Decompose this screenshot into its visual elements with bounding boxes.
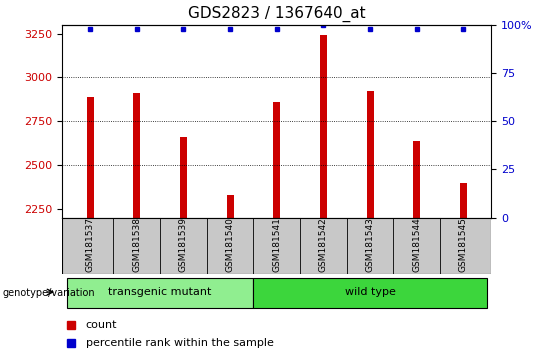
Title: GDS2823 / 1367640_at: GDS2823 / 1367640_at xyxy=(188,6,366,22)
Text: genotype/variation: genotype/variation xyxy=(3,288,96,298)
Text: GSM181544: GSM181544 xyxy=(412,217,421,272)
Text: percentile rank within the sample: percentile rank within the sample xyxy=(86,338,274,348)
Text: GSM181537: GSM181537 xyxy=(86,217,94,272)
Bar xyxy=(273,102,280,218)
Text: GSM181542: GSM181542 xyxy=(319,217,328,272)
Text: GSM181539: GSM181539 xyxy=(179,217,188,272)
Bar xyxy=(367,91,374,218)
Text: GSM181545: GSM181545 xyxy=(459,217,468,272)
Text: GSM181543: GSM181543 xyxy=(366,217,375,272)
Bar xyxy=(460,183,467,218)
Bar xyxy=(227,195,234,218)
Bar xyxy=(180,137,187,218)
Bar xyxy=(86,97,93,218)
FancyBboxPatch shape xyxy=(62,218,491,274)
Bar xyxy=(133,93,140,218)
FancyBboxPatch shape xyxy=(253,278,487,308)
Text: GSM181541: GSM181541 xyxy=(272,217,281,272)
Text: count: count xyxy=(86,320,117,330)
FancyBboxPatch shape xyxy=(67,278,253,308)
Text: GSM181538: GSM181538 xyxy=(132,217,141,272)
Text: wild type: wild type xyxy=(345,287,395,297)
Bar xyxy=(320,35,327,218)
Bar xyxy=(413,141,420,218)
Text: transgenic mutant: transgenic mutant xyxy=(109,287,212,297)
Text: GSM181540: GSM181540 xyxy=(226,217,234,272)
